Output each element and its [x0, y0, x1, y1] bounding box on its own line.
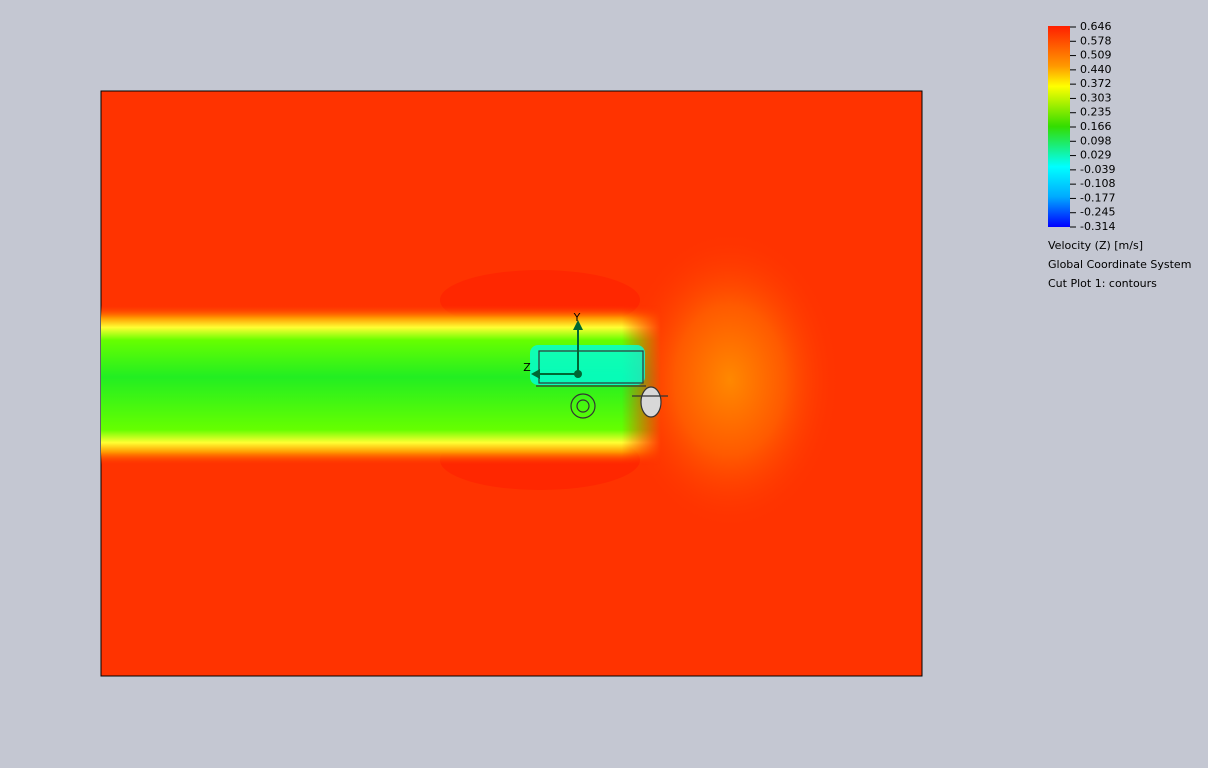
triad-y-label: Y [573, 311, 581, 324]
triad: Y Z [523, 311, 583, 379]
legend-quantity: Velocity (Z) [m/s] [1048, 239, 1143, 252]
scale-tick-label: 0.646 [1080, 20, 1112, 33]
scale-tick-label: -0.177 [1080, 191, 1115, 204]
scale-tick-label: -0.245 [1080, 206, 1115, 219]
scale-tick-label: -0.108 [1080, 177, 1115, 190]
scale-tick-label: 0.440 [1080, 63, 1112, 76]
scale-tick-label: 0.029 [1080, 149, 1112, 162]
scale-tick-label: -0.314 [1080, 220, 1115, 233]
scale-tick-label: 0.578 [1080, 34, 1112, 47]
scale-tick-label: 0.235 [1080, 106, 1112, 119]
legend-plot-name: Cut Plot 1: contours [1048, 277, 1157, 290]
scale-tick-label: 0.303 [1080, 91, 1112, 104]
pressure-zone [620, 230, 840, 530]
scale-tick-label: 0.509 [1080, 49, 1112, 62]
scale-tick-label: 0.166 [1080, 120, 1112, 133]
legend-coordinates: Global Coordinate System [1048, 258, 1191, 271]
trailer-model [536, 350, 668, 419]
scale-tick-label: 0.372 [1080, 77, 1112, 90]
color-scale [1048, 26, 1070, 227]
triad-z-label: Z [523, 361, 531, 374]
scale-tick-label: -0.039 [1080, 163, 1115, 176]
scale-tick-label: 0.098 [1080, 134, 1112, 147]
